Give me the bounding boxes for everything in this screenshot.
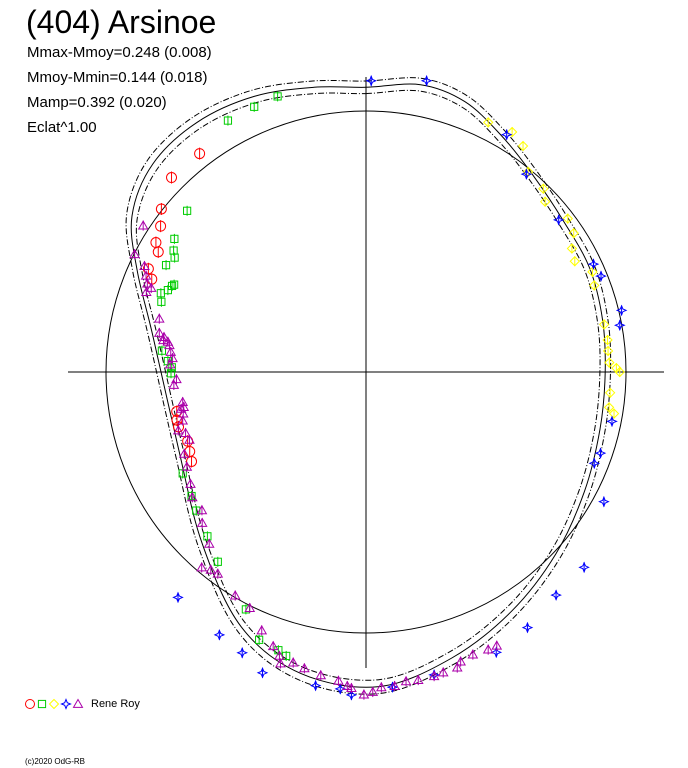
- legend-symbol-triangle: [72, 698, 84, 708]
- legend-symbols: [25, 698, 84, 710]
- stat-mmoy-mmin: Mmoy-Mmin=0.144 (0.018): [27, 69, 208, 86]
- fit-curve-lower: [135, 89, 601, 681]
- legend-label: Rene Roy: [91, 698, 140, 710]
- legend-symbol-square: [37, 699, 47, 709]
- legend-symbol-circle: [25, 699, 35, 709]
- legend-symbol-star: [60, 698, 72, 710]
- star-series: [172, 74, 628, 701]
- stat-mamp: Mamp=0.392 (0.020): [27, 94, 167, 111]
- stat-eclat: Eclat^1.00: [27, 119, 97, 136]
- reference-curve: [105, 110, 627, 634]
- chart-title: (404) Arsinoe: [26, 4, 217, 40]
- fit-curve-upper: [125, 77, 612, 695]
- legend-symbol-diamond: [48, 698, 60, 710]
- square-series: [156, 91, 291, 661]
- diamond-series: [482, 117, 625, 419]
- triangle-series: [129, 220, 503, 700]
- copyright-text: (c)2020 OdG-RB: [25, 757, 86, 766]
- fit-curve: [130, 83, 606, 688]
- stat-mmax-mmoy: Mmax-Mmoy=0.248 (0.008): [27, 44, 212, 61]
